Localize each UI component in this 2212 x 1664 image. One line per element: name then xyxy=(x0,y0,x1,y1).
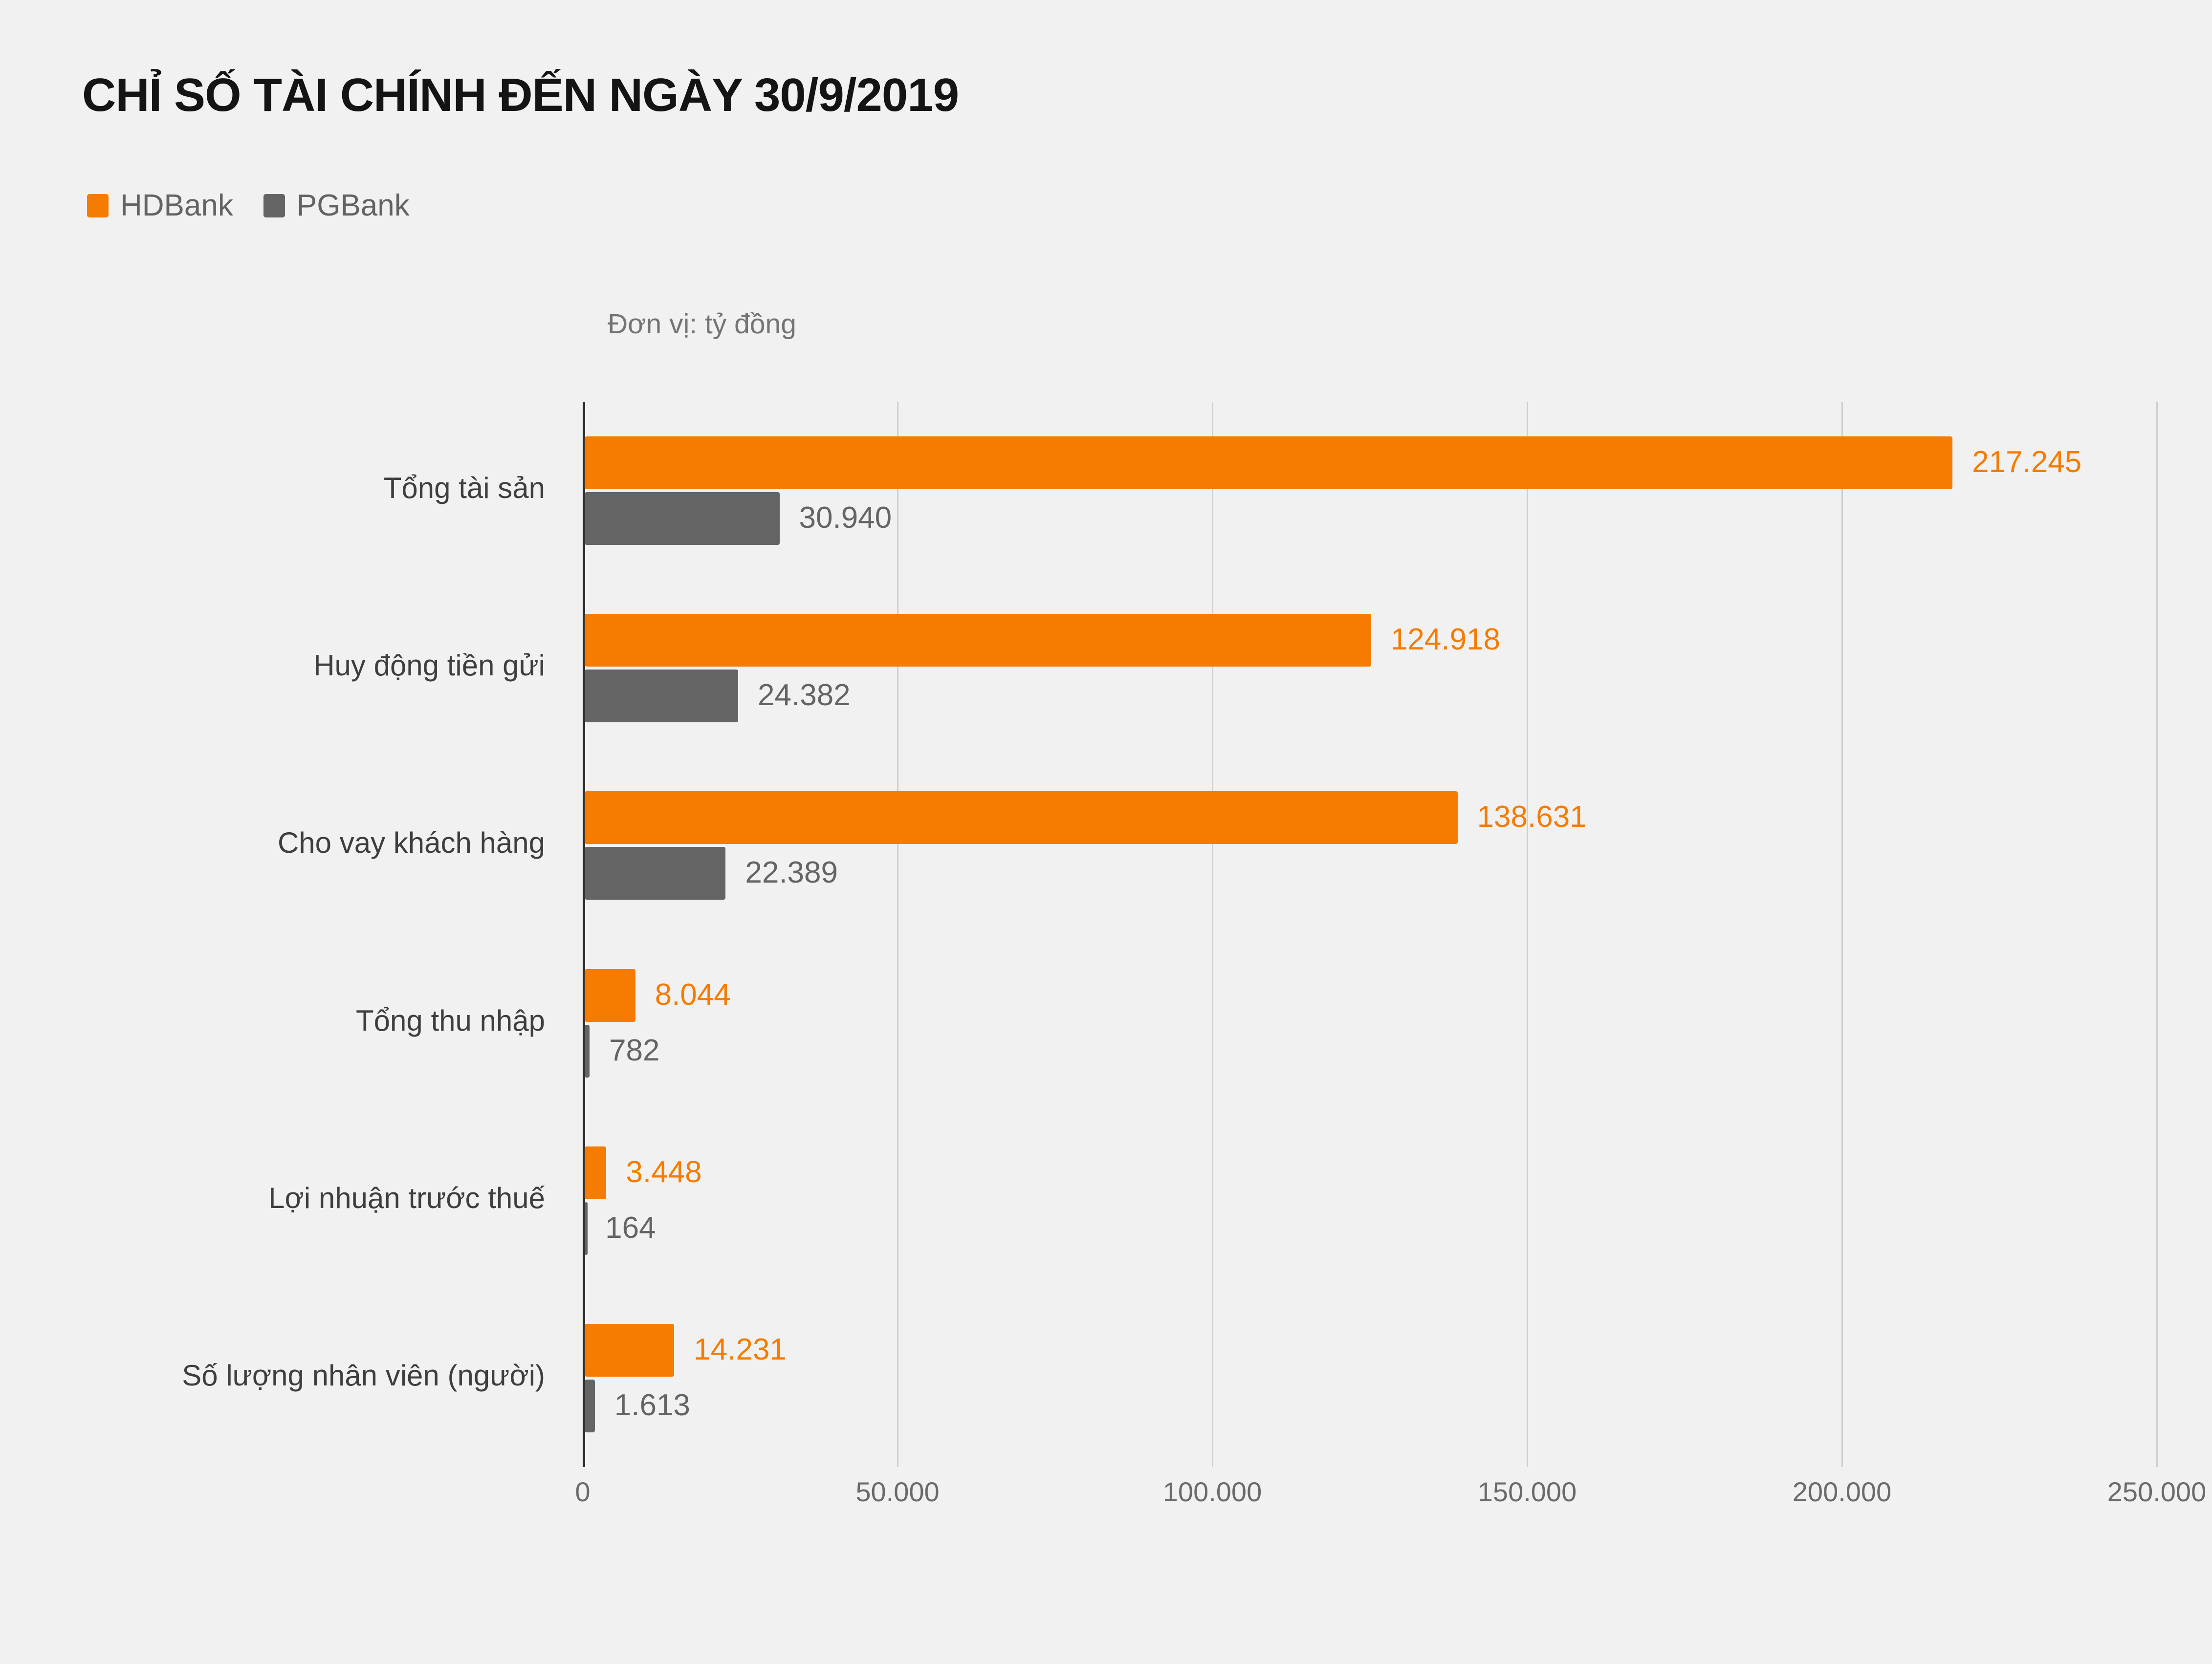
x-axis-tick-label: 0 xyxy=(575,1476,591,1507)
x-axis-tick-label: 250.000 xyxy=(2107,1476,2207,1507)
x-axis-tick-label: 200.000 xyxy=(1792,1476,1892,1507)
bar-value-hdbank: 8.044 xyxy=(655,977,731,1012)
page-title: CHỈ SỐ TÀI CHÍNH ĐẾN NGÀY 30/9/2019 xyxy=(82,69,959,121)
bar-value-pgbank: 782 xyxy=(609,1033,660,1067)
bar-value-pgbank: 30.940 xyxy=(799,500,892,535)
legend-swatch-icon-hdbank xyxy=(87,194,109,217)
bar-value-hdbank: 138.631 xyxy=(1477,800,1587,834)
bar-value-hdbank: 217.245 xyxy=(1972,445,2082,479)
bar-value-hdbank: 3.448 xyxy=(626,1155,702,1189)
x-axis-tick-label: 50.000 xyxy=(855,1476,940,1507)
gridline-150000 xyxy=(1527,402,1528,1467)
gridline-100000 xyxy=(1212,402,1213,1467)
category-label: Tổng thu nhập xyxy=(356,1004,545,1037)
bar-value-pgbank: 24.382 xyxy=(758,678,851,712)
bar-hdbank[interactable] xyxy=(585,1324,675,1377)
bar-value-hdbank: 14.231 xyxy=(694,1333,787,1367)
category-label: Lợi nhuận trước thuế xyxy=(268,1182,545,1214)
bar-pgbank[interactable] xyxy=(585,1024,590,1078)
legend-label-hdbank: HDBank xyxy=(120,189,233,222)
legend-label-pgbank: PGBank xyxy=(296,189,410,222)
bar-hdbank[interactable] xyxy=(585,791,1458,844)
bar-hdbank[interactable] xyxy=(585,1146,607,1199)
bar-pgbank[interactable] xyxy=(585,847,726,900)
category-label: Huy động tiền gửi xyxy=(313,649,545,682)
legend-item-pgbank[interactable]: PGBank xyxy=(263,188,410,223)
gridline-200000 xyxy=(1841,402,1843,1467)
gridline-250000 xyxy=(2156,402,2158,1467)
unit-note: Đơn vị: tỷ đồng xyxy=(608,308,796,340)
bar-hdbank[interactable] xyxy=(585,436,1953,489)
value-axis-line xyxy=(583,402,585,1467)
gridline-50000 xyxy=(897,402,898,1467)
bar-value-pgbank: 164 xyxy=(605,1211,656,1245)
x-axis-tick-label: 150.000 xyxy=(1477,1476,1577,1507)
legend-swatch-icon-pgbank xyxy=(263,194,285,217)
bar-pgbank[interactable] xyxy=(585,492,780,545)
bar-pgbank[interactable] xyxy=(585,670,739,722)
x-axis-tick-label: 100.000 xyxy=(1162,1476,1262,1507)
bar-hdbank[interactable] xyxy=(585,969,635,1022)
bar-value-pgbank: 22.389 xyxy=(745,856,838,890)
bar-value-hdbank: 124.918 xyxy=(1390,623,1501,656)
chart-legend: HDBank PGBank xyxy=(87,188,410,223)
bar-pgbank[interactable] xyxy=(585,1202,588,1255)
category-label: Số lượng nhân viên (người) xyxy=(182,1359,545,1392)
category-label: Cho vay khách hàng xyxy=(277,826,545,860)
category-label: Tổng tài sản xyxy=(383,471,545,504)
bar-value-pgbank: 1.613 xyxy=(614,1388,690,1423)
bar-hdbank[interactable] xyxy=(585,614,1371,667)
bar-pgbank[interactable] xyxy=(585,1380,595,1433)
legend-item-hdbank[interactable]: HDBank xyxy=(87,188,233,223)
